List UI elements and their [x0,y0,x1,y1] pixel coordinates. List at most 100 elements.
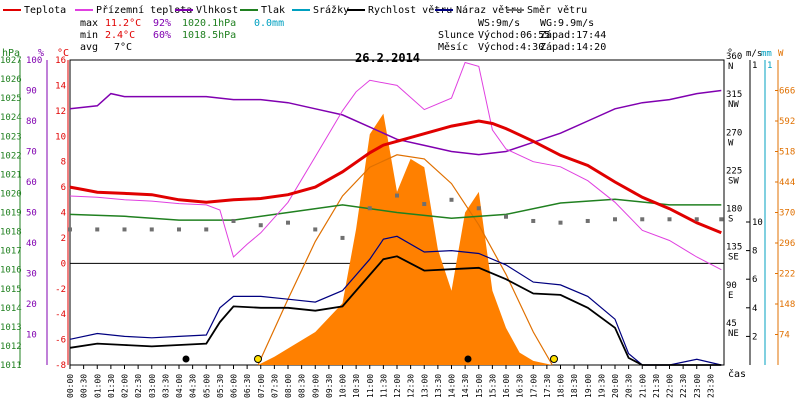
sunset-marker [550,355,558,363]
celsius-tick-label: -8 [55,361,66,371]
celsius-tick-label: -4 [55,310,66,320]
x-tick-label: 04:00 [175,374,184,398]
hpa-tick-label: 1012 [0,342,22,352]
ms-tick-label: 1 [752,61,757,71]
x-tick-label: 00:00 [66,374,75,398]
theoretical-radiation-line [257,154,553,366]
solar-radiation-area [70,113,722,365]
direction-tick-label: 315 [726,90,742,100]
x-tick-label: 04:30 [189,374,198,398]
stats-avg-label: avg [80,42,98,53]
x-tick-label: 08:30 [298,374,307,398]
direction-letter-label: S [728,215,733,225]
w-tick-label: 222 [779,270,795,280]
wind-direction-point [149,227,154,232]
hpa-tick-label: 1020 [0,189,22,199]
wind-direction-point [585,218,590,223]
temperature-line [69,119,722,235]
stats-max-press: 1020.1hPa [182,18,236,29]
hpa-tick-label: 1023 [0,132,22,142]
x-tick-label: 15:30 [488,374,497,398]
x-tick-label: 20:30 [625,374,634,398]
wind-direction-point [558,220,563,225]
w-tick-label: 444 [779,178,795,188]
wind-direction-point [719,217,724,222]
x-tick-label: 22:30 [679,374,688,398]
legend-label-5: Rychlost větru [368,4,452,16]
w-tick-label: 666 [779,87,795,97]
x-unit-label: čas [728,368,746,380]
x-tick-label: 09:30 [325,374,334,398]
moonrise-marker [182,355,190,363]
w-tick-label: 518 [779,148,795,158]
wind-speed-line [69,255,722,366]
humidity-line [69,89,722,156]
hpa-tick-label: 1025 [0,94,22,104]
direction-tick-label: 360 [726,52,742,62]
percent-tick-label: 20 [26,300,37,310]
x-tick-label: 05:30 [216,374,225,398]
legend-label-6: Náraz větru [456,4,522,16]
x-tick-label: 11:00 [366,374,375,398]
wind-direction-point [177,227,181,232]
moon-set: Západ:14:20 [540,41,606,53]
celsius-tick-label: 16 [55,56,66,66]
legend-label-7: Směr větru [527,4,587,16]
sun-rise: Východ:06:55 [478,29,550,41]
x-tick-label: 19:30 [597,374,606,398]
percent-tick-label: 70 [26,148,37,158]
direction-tick-label: 270 [726,128,742,138]
x-tick-label: 15:00 [475,374,484,398]
direction-tick-label: 225 [726,166,742,176]
moon-label: Měsíc [438,41,468,53]
percent-tick-label: 80 [26,117,37,127]
moon-rise: Východ:4:30 [478,41,544,53]
stats-avg-temp: 7°C [114,42,132,53]
x-tick-label: 08:00 [284,374,293,398]
x-tick-label: 06:00 [230,374,239,398]
x-tick-label: 20:00 [611,374,620,398]
x-tick-label: 23:00 [693,374,702,398]
x-tick-label: 00:30 [80,374,89,398]
stats-min-label: min [80,30,98,41]
ground-temp-line [69,61,722,271]
stats-min-press: 1018.5hPa [182,30,236,41]
celsius-tick-label: -2 [55,285,66,295]
x-tick-label: 09:00 [311,374,320,398]
plot-area [68,61,724,366]
x-tick-label: 17:30 [543,374,552,398]
legend-label-1: Přízemní teplota [96,4,192,16]
hpa-tick-label: 1022 [0,151,22,161]
x-tick-label: 01:00 [93,374,102,398]
pressure-line [69,198,722,221]
stats-max-rain: 0.0mm [254,18,284,29]
hpa-tick-label: 1016 [0,266,22,276]
wind-direction-point [204,227,209,232]
percent-tick-label: 40 [26,239,37,249]
x-tick-label: 03:00 [148,374,157,398]
x-tick-label: 18:30 [570,374,579,398]
hpa-tick-label: 1027 [0,56,22,66]
direction-letter-label: W [728,138,734,148]
sunrise-marker [254,355,262,363]
x-tick-label: 01:30 [107,374,116,398]
direction-tick-label: 135 [726,243,742,253]
wind-direction-point [476,206,481,211]
direction-letter-label: SW [728,176,739,186]
hpa-tick-label: 1014 [0,304,22,314]
x-tick-label: 17:00 [529,374,538,398]
x-tick-label: 02:30 [134,374,143,398]
wind-direction-point [122,227,127,232]
percent-tick-label: 60 [26,178,37,188]
direction-tick-label: 45 [726,319,737,329]
percent-tick-label: 100 [26,56,42,66]
wind-direction-point [286,220,290,225]
direction-axis-title: ° [727,48,733,59]
x-tick-label: 12:00 [393,374,402,398]
wg-value: WG:9.9m/s [540,18,594,29]
x-tick-label: 02:00 [121,374,130,398]
wind-direction-point [531,218,536,223]
sun-label: Slunce [438,30,474,41]
w-tick-label: 370 [779,209,795,219]
hpa-tick-label: 1013 [0,323,22,333]
